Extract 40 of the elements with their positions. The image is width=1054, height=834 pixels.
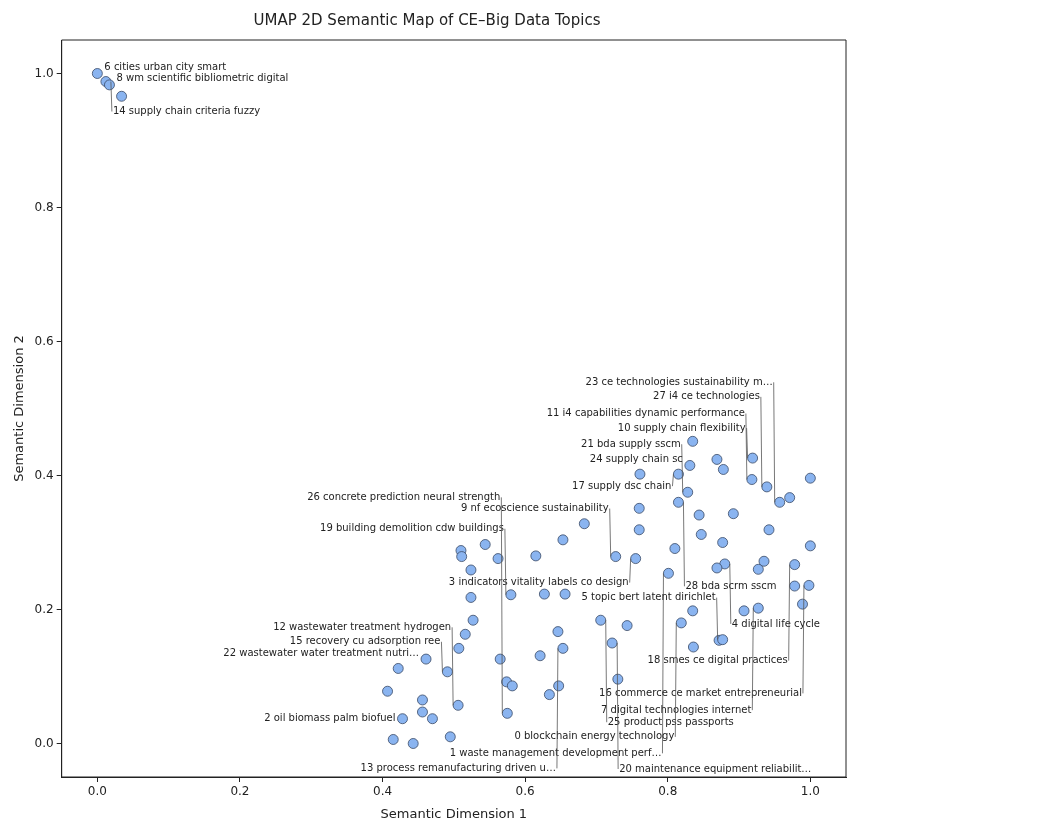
- y-axis-title: Semantic Dimension 2: [11, 335, 27, 482]
- x-tick-label: 0.2: [230, 784, 250, 799]
- annotation: 20 maintenance equipment reliabilit…: [619, 762, 812, 774]
- x-tick-label: 0.8: [658, 784, 678, 799]
- x-axis-title: Semantic Dimension 1: [380, 805, 528, 821]
- annotation: 2 oil biomass palm biofuel: [264, 712, 396, 724]
- annotation: 28 bda scrm sscm: [685, 579, 777, 591]
- annotation: 22 wastewater water treatment nutri…: [223, 646, 420, 658]
- x-tick-label: 0.0: [87, 784, 107, 799]
- annotation: 23 ce technologies sustainability m…: [585, 375, 773, 387]
- annotation: 17 supply dsc chain: [572, 479, 672, 491]
- annotation: 9 nf ecoscience sustainability: [460, 502, 609, 514]
- y-tick-label: 0.6: [34, 333, 54, 348]
- y-tick-label: 0.2: [34, 601, 54, 616]
- annotation: 21 bda supply sscm: [581, 437, 681, 449]
- annotation: 6 cities urban city smart: [104, 61, 227, 73]
- y-tick-label: 0.0: [34, 735, 54, 750]
- annotation: 25 product pss passports: [607, 715, 734, 727]
- chart-title: UMAP 2D Semantic Map of CE–Big Data Topics: [253, 10, 601, 29]
- y-tick-label: 0.8: [34, 199, 54, 214]
- x-tick-label: 0.4: [372, 784, 393, 799]
- annotation: 14 supply chain criteria fuzzy: [112, 105, 261, 117]
- annotation: 5 topic bert latent dirichlet: [581, 591, 716, 603]
- y-tick-label: 1.0: [34, 65, 54, 80]
- annotation: 10 supply chain flexibility: [617, 421, 746, 433]
- annotation: 4 digital life cycle: [731, 617, 820, 629]
- annotation: 8 wm scientific bibliometric digital: [116, 72, 289, 84]
- annotation: 26 concrete prediction neural strength: [307, 490, 501, 502]
- y-tick-label: 0.4: [34, 467, 54, 482]
- annotation: 27 i4 ce technologies: [653, 390, 760, 402]
- x-tick-label: 1.0: [800, 784, 820, 799]
- annotation: 11 i4 capabilities dynamic performance: [546, 407, 745, 419]
- x-tick-label: 0.6: [515, 784, 535, 799]
- annotation: 12 wastewater treatment hydrogen: [273, 620, 452, 632]
- annotation: 3 indicators vitality labels co design: [448, 576, 629, 588]
- annotation: 1 waste management development perf…: [449, 746, 662, 758]
- annotation: 18 smes ce digital practices: [647, 654, 788, 666]
- annotation: 24 supply chain sc: [589, 453, 683, 465]
- annotation: 13 process remanufacturing driven u…: [360, 761, 556, 773]
- annotation: 15 recovery cu adsorption ree: [289, 635, 441, 647]
